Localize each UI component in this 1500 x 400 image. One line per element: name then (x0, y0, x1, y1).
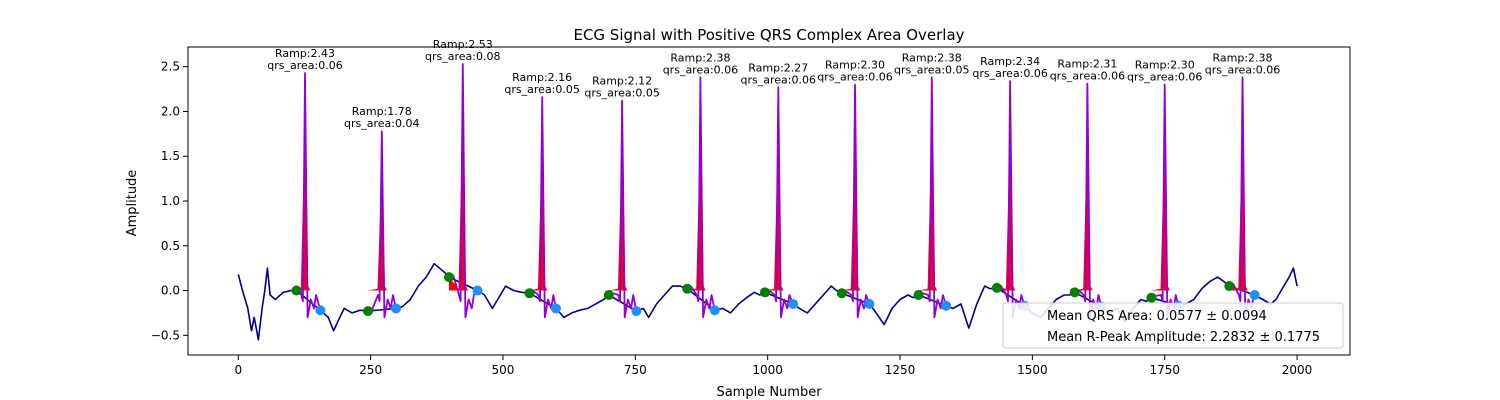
x-tick-label-2000: 2000 (1282, 363, 1313, 377)
qrs-area-label-1: qrs_area:0.06 (267, 59, 342, 72)
y-tick-label-6: 2.5 (161, 60, 180, 74)
qrs-offset-marker-1 (315, 305, 326, 316)
qrs-onset-marker-8 (836, 288, 847, 299)
r-peak-amplitude-label-13: Ramp:2.38 (1213, 51, 1273, 64)
qrs-area-label-8: qrs_area:0.06 (817, 71, 892, 84)
r-peak-amplitude-label-7: Ramp:2.27 (748, 61, 808, 74)
qrs-offset-marker-4 (550, 303, 561, 314)
r-peak-amplitude-label-2: Ramp:1.78 (352, 105, 412, 118)
r-peak-amplitude-label-1: Ramp:2.43 (275, 47, 335, 60)
qrs-offset-marker-9 (941, 300, 952, 311)
qrs-complex-6 (686, 76, 716, 319)
y-tick-label-1: 0.0 (161, 284, 180, 298)
qrs-complex-1 (296, 72, 322, 319)
qrs-complex-4 (529, 96, 557, 319)
y-tick-label-2: 0.5 (161, 239, 180, 253)
x-tick-label-1750: 1750 (1149, 363, 1180, 377)
y-tick-label-5: 2.0 (161, 104, 180, 118)
qrs-onset-marker-12 (1146, 292, 1157, 303)
r-peak-amplitude-label-8: Ramp:2.30 (825, 59, 885, 72)
qrs-complex-9 (918, 76, 947, 319)
qrs-onset-marker-4 (524, 288, 535, 299)
qrs-onset-marker-11 (1069, 287, 1080, 298)
r-peak-amplitude-label-10: Ramp:2.34 (980, 55, 1040, 68)
qrs-offset-marker-3 (472, 285, 483, 296)
axes-layer: 0 250 500 750 1000 1250 1500 1750 2000 −0.5 0.0 0.5… (151, 46, 1351, 377)
qrs-offset-marker-5 (631, 306, 642, 317)
r-peak-amplitude-label-3: Ramp:2.53 (433, 38, 493, 51)
qrs-complex-3 (448, 63, 479, 319)
legend-entry-mean-qrs-area: Mean QRS Area: 0.0577 ± 0.0094 (1047, 309, 1267, 324)
x-tick-label-500: 500 (492, 363, 515, 377)
qrs-area-fill-4 (529, 97, 548, 291)
qrs-area-label-4: qrs_area:0.05 (504, 83, 579, 96)
qrs-onset-marker-6 (682, 283, 693, 294)
qrs-onset-marker-9 (913, 290, 924, 301)
chart-title: ECG Signal with Positive QRS Complex Are… (573, 26, 964, 44)
x-tick-label-1250: 1250 (885, 363, 916, 377)
x-tick-label-750: 750 (624, 363, 647, 377)
qrs-onset-marker-3 (443, 272, 454, 283)
y-tick-label-0: −0.5 (151, 328, 180, 342)
legend-box (1002, 302, 1344, 349)
qrs-complex-10 (996, 80, 1026, 319)
qrs-area-label-11: qrs_area:0.06 (1050, 70, 1125, 83)
qrs-area-label-10: qrs_area:0.06 (972, 67, 1047, 80)
qrs-onset-marker-1 (291, 285, 302, 296)
qrs-area-label-7: qrs_area:0.06 (741, 73, 816, 86)
qrs-offset-marker-7 (788, 298, 799, 309)
plot-layer (237, 63, 1298, 341)
r-peak-amplitude-label-6: Ramp:2.38 (670, 51, 730, 64)
legend-entry-mean-r-peak-amplitude: Mean R-Peak Amplitude: 2.2832 ± 0.1775 (1047, 330, 1320, 345)
qrs-onset-marker-7 (760, 287, 771, 298)
r-peak-amplitude-label-11: Ramp:2.31 (1057, 58, 1117, 71)
qrs-area-label-2: qrs_area:0.04 (344, 117, 419, 130)
qrs-area-label-12: qrs_area:0.06 (1127, 71, 1202, 84)
qrs-onset-marker-2 (362, 306, 373, 317)
y-axis-label: Amplitude (125, 170, 140, 237)
r-peak-amplitude-label-9: Ramp:2.38 (902, 51, 962, 64)
qrs-complex-12 (1151, 83, 1180, 319)
qrs-onset-marker-10 (991, 282, 1002, 293)
qrs-area-label-9: qrs_area:0.05 (894, 63, 969, 76)
qrs-area-label-6: qrs_area:0.06 (663, 63, 738, 76)
qrs-complex-2 (367, 130, 397, 319)
y-tick-label-3: 1.0 (161, 194, 180, 208)
qrs-offset-marker-2 (391, 303, 402, 314)
r-peak-amplitude-label-12: Ramp:2.30 (1135, 59, 1195, 72)
y-tick-label-4: 1.5 (161, 149, 180, 163)
annotation-layer: Ramp:2.43qrs_area:0.06Ramp:1.78qrs_area:… (267, 38, 1280, 130)
qrs-area-label-5: qrs_area:0.05 (584, 87, 659, 100)
r-peak-amplitude-label-4: Ramp:2.16 (512, 71, 572, 84)
qrs-offset-marker-6 (709, 305, 720, 316)
qrs-complex-11 (1074, 82, 1103, 319)
qrs-onset-marker-5 (603, 290, 614, 301)
x-tick-label-0: 0 (234, 363, 242, 377)
r-peak-amplitude-label-5: Ramp:2.12 (592, 75, 652, 88)
qrs-area-label-3: qrs_area:0.08 (425, 50, 500, 63)
x-tick-label-1500: 1500 (1017, 363, 1048, 377)
qrs-complex-13 (1228, 76, 1255, 319)
qrs-offset-marker-13 (1249, 290, 1260, 301)
qrs-offset-marker-8 (864, 298, 875, 309)
qrs-area-label-13: qrs_area:0.06 (1205, 63, 1280, 76)
x-tick-label-250: 250 (359, 363, 382, 377)
qrs-complex-5 (608, 99, 638, 319)
x-axis-label: Sample Number (716, 385, 822, 400)
qrs-onset-marker-13 (1224, 281, 1235, 292)
x-tick-label-1000: 1000 (752, 363, 783, 377)
legend: Mean QRS Area: 0.0577 ± 0.0094 Mean R-Pe… (1002, 302, 1344, 349)
qrs-complex-7 (764, 86, 794, 319)
